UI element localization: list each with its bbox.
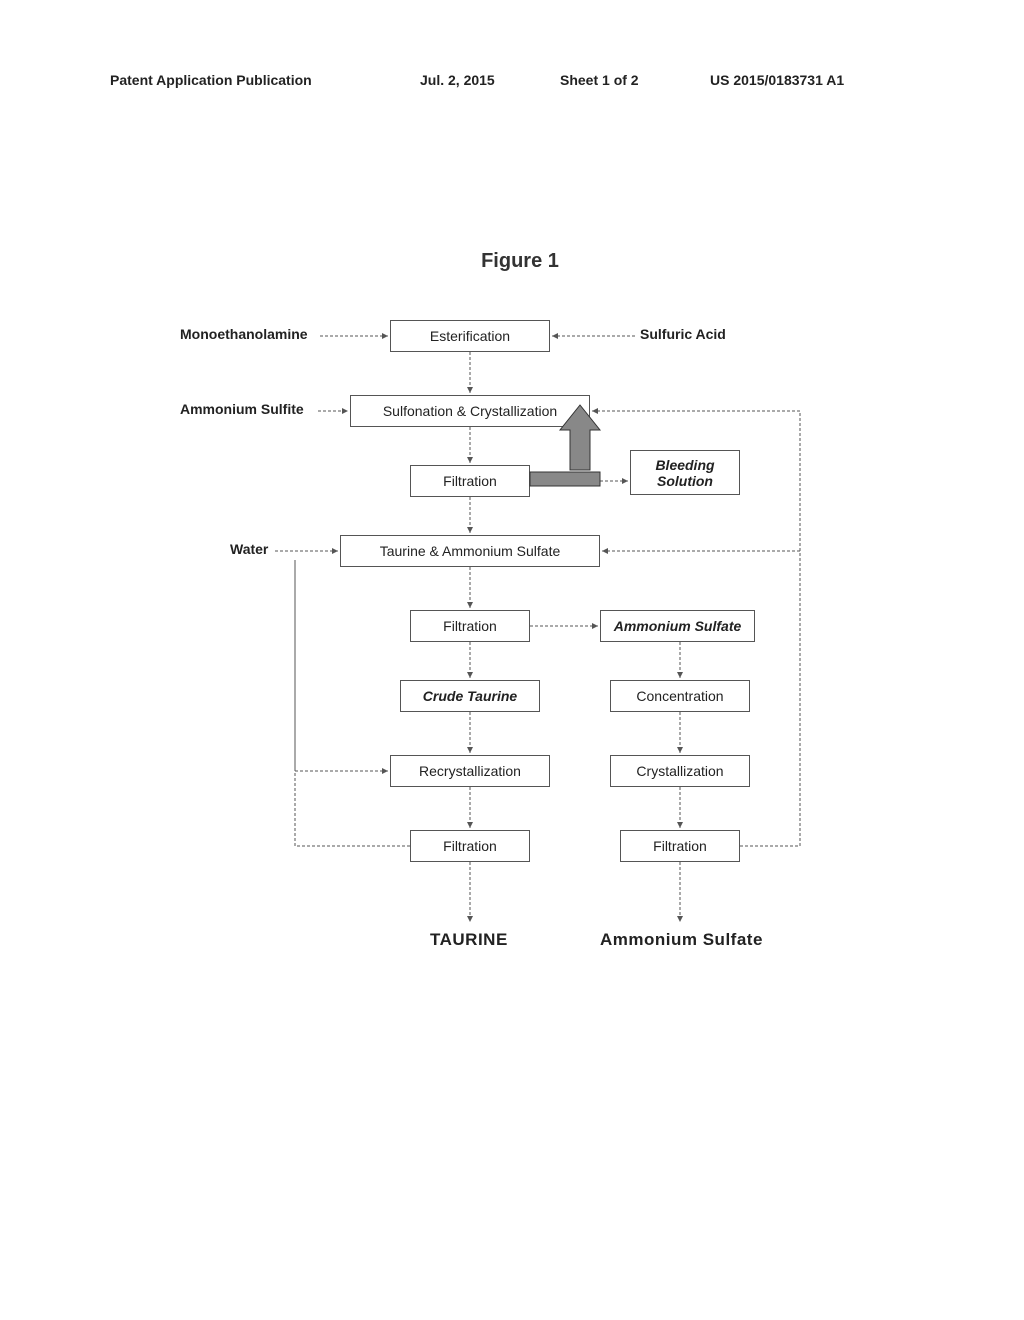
box-concentration: Concentration (610, 680, 750, 712)
filtration2-text: Filtration (443, 618, 497, 634)
filtration4-text: Filtration (653, 838, 707, 854)
output-taurine: TAURINE (430, 930, 508, 950)
box-taurine-ammonium-sulfate: Taurine & Ammonium Sulfate (340, 535, 600, 567)
crystallization-text: Crystallization (636, 763, 723, 779)
bleeding-solution-text: Bleeding Solution (637, 457, 733, 489)
box-sulfonation: Sulfonation & Crystallization (350, 395, 590, 427)
figure-title: Figure 1 (140, 250, 900, 273)
box-esterification: Esterification (390, 320, 550, 352)
label-ammonium-sulfate-side: Ammonium Sulfate (600, 610, 755, 642)
concentration-text: Concentration (636, 688, 723, 704)
box-filtration-3: Filtration (410, 830, 530, 862)
label-water: Water (230, 541, 268, 557)
publication-number: US 2015/0183731 A1 (710, 72, 844, 88)
sheet-number: Sheet 1 of 2 (560, 72, 639, 88)
publication-type: Patent Application Publication (110, 72, 312, 88)
crude-taurine-text: Crude Taurine (423, 688, 517, 704)
filtration3-text: Filtration (443, 838, 497, 854)
taurine-as-text: Taurine & Ammonium Sulfate (380, 543, 561, 559)
sulfonation-text: Sulfonation & Crystallization (383, 403, 557, 419)
label-ammonium-sulfite: Ammonium Sulfite (180, 401, 304, 417)
label-bleeding-solution: Bleeding Solution (630, 450, 740, 495)
output-ammonium-sulfate: Ammonium Sulfate (600, 930, 763, 950)
label-sulfuric-acid: Sulfuric Acid (640, 326, 726, 342)
box-filtration-2: Filtration (410, 610, 530, 642)
filtration1-text: Filtration (443, 473, 497, 489)
box-crystallization: Crystallization (610, 755, 750, 787)
box-recrystallization: Recrystallization (390, 755, 550, 787)
box-filtration-4: Filtration (620, 830, 740, 862)
label-monoethanolamine: Monoethanolamine (180, 326, 308, 342)
box-filtration-1: Filtration (410, 465, 530, 497)
publication-date: Jul. 2, 2015 (420, 72, 495, 88)
recrystallization-text: Recrystallization (419, 763, 521, 779)
figure-1: Figure 1 Monoethanolamine Sulfuric Acid … (140, 250, 900, 1050)
esterification-text: Esterification (430, 328, 510, 344)
ammonium-sulfate-side-text: Ammonium Sulfate (614, 618, 742, 634)
box-crude-taurine: Crude Taurine (400, 680, 540, 712)
flow-arrows (140, 250, 900, 1050)
